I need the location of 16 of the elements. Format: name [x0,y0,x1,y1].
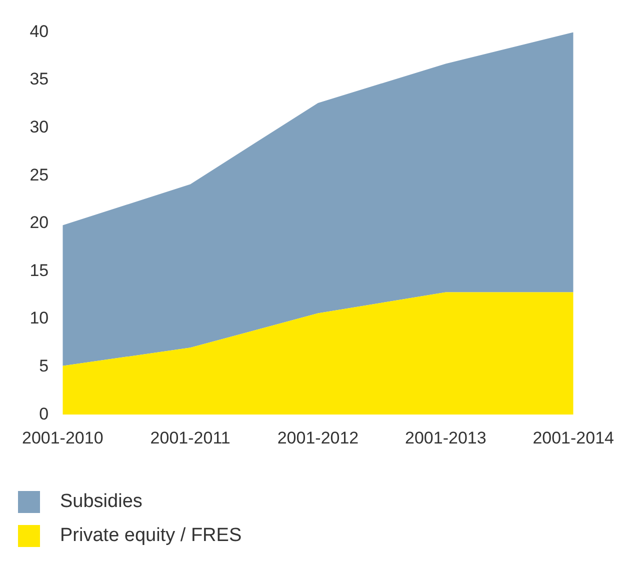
y-tick-label: 0 [39,404,49,424]
y-tick-label: 25 [30,165,49,184]
y-tick-label: 40 [30,22,49,41]
y-tick-label: 35 [30,70,49,89]
y-tick-label: 10 [30,308,49,328]
y-tick-label: 30 [30,117,49,136]
y-tick-label: 20 [30,213,49,232]
x-tick-label: 2001-2012 [277,428,359,448]
x-tick-label: 2001-2013 [405,428,486,448]
y-tick-label: 5 [39,356,49,376]
x-tick-label: 2001-2010 [22,428,104,448]
x-tick-label: 2001-2011 [150,428,230,448]
y-tick-label: 15 [30,260,49,280]
x-tick-label: 2001-2014 [532,428,614,448]
legend-label: Private equity / FRES [60,525,242,547]
legend-label: Subsidies [60,491,142,513]
